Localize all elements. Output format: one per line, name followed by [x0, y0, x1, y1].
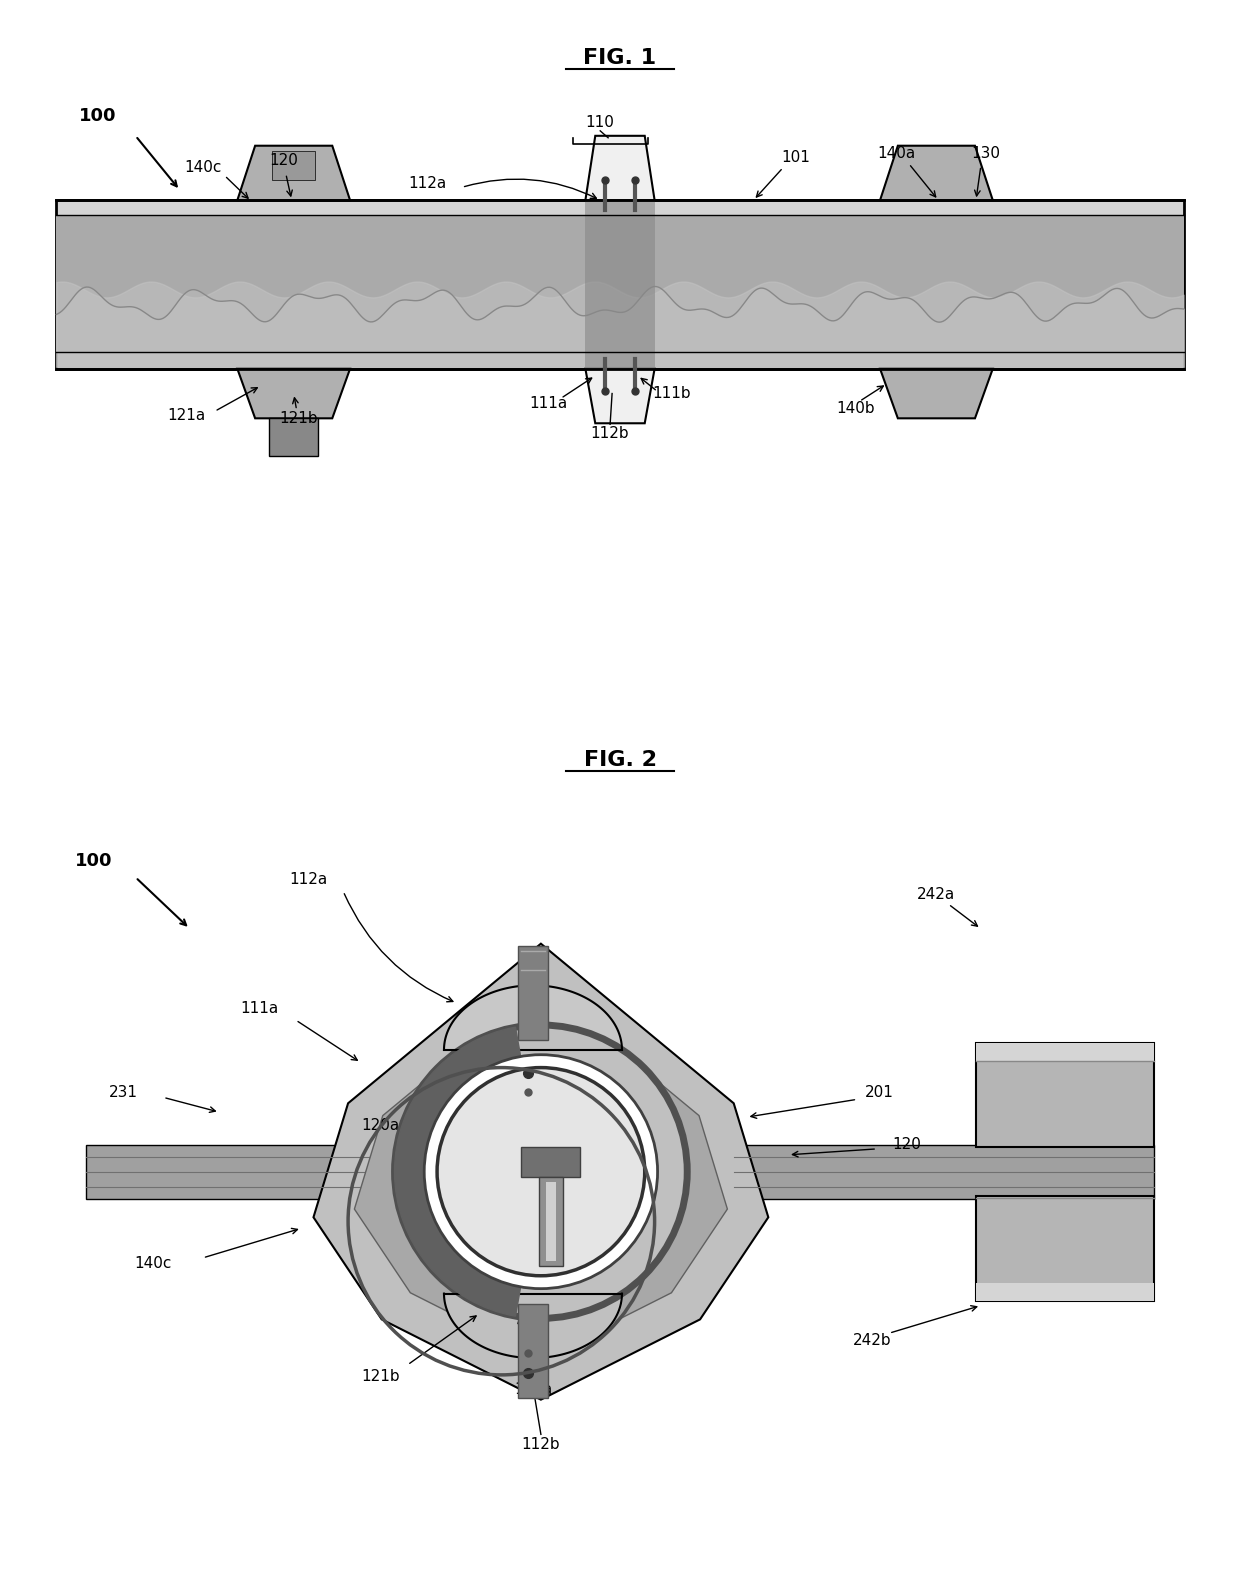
Text: 111b: 111b	[652, 386, 691, 400]
Circle shape	[436, 1068, 645, 1276]
Text: 112a: 112a	[408, 176, 446, 191]
Bar	[56, 200, 1184, 369]
Bar	[976, 1197, 1154, 1300]
Text: 121b: 121b	[361, 1370, 401, 1384]
Text: 121a: 121a	[513, 1382, 552, 1397]
Polygon shape	[237, 369, 350, 418]
Text: 120: 120	[893, 1138, 921, 1152]
Text: 140a: 140a	[878, 146, 916, 160]
Text: 120: 120	[269, 153, 299, 168]
Text: 140c: 140c	[184, 160, 222, 175]
Text: FIG. 2: FIG. 2	[584, 750, 656, 771]
Text: 121b: 121b	[279, 412, 317, 426]
Bar	[585, 200, 655, 369]
Polygon shape	[880, 369, 993, 418]
Text: 100: 100	[76, 852, 113, 871]
Polygon shape	[237, 146, 350, 200]
Text: 120a: 120a	[362, 1117, 399, 1133]
Bar	[518, 1303, 548, 1398]
Bar	[539, 1176, 563, 1266]
Text: 242b: 242b	[853, 1333, 892, 1347]
Text: 112b: 112b	[590, 426, 630, 440]
Text: 140c: 140c	[135, 1257, 172, 1271]
Text: 111a: 111a	[529, 396, 568, 412]
Bar	[86, 1146, 398, 1200]
Bar	[976, 1042, 1154, 1147]
Text: 112a: 112a	[289, 872, 327, 887]
Text: 231: 231	[109, 1085, 138, 1100]
Text: 201: 201	[864, 1085, 894, 1100]
Bar	[272, 151, 315, 181]
Bar	[976, 1042, 1154, 1060]
Text: 130: 130	[971, 146, 1001, 160]
Text: 111a: 111a	[241, 1001, 278, 1015]
Text: 120b: 120b	[517, 1085, 556, 1100]
Bar	[269, 418, 319, 456]
Circle shape	[424, 1055, 657, 1289]
Text: 242a: 242a	[918, 887, 956, 901]
Text: 121a: 121a	[167, 408, 206, 423]
Polygon shape	[355, 985, 728, 1359]
Bar	[976, 1282, 1154, 1300]
Polygon shape	[880, 146, 993, 200]
Bar	[518, 945, 548, 1039]
Polygon shape	[314, 944, 769, 1400]
Text: 100: 100	[79, 106, 117, 126]
Text: 112b: 112b	[522, 1436, 560, 1452]
Bar	[521, 1147, 580, 1176]
Wedge shape	[394, 1026, 521, 1316]
Text: 101: 101	[781, 149, 811, 165]
Text: 140b: 140b	[836, 400, 874, 416]
Bar	[546, 1182, 556, 1262]
Text: FIG. 1: FIG. 1	[584, 49, 656, 68]
Bar	[56, 215, 1184, 351]
Bar	[734, 1146, 1154, 1200]
Circle shape	[394, 1025, 687, 1319]
Text: 110: 110	[585, 116, 615, 130]
Polygon shape	[585, 135, 655, 200]
Polygon shape	[585, 369, 655, 423]
